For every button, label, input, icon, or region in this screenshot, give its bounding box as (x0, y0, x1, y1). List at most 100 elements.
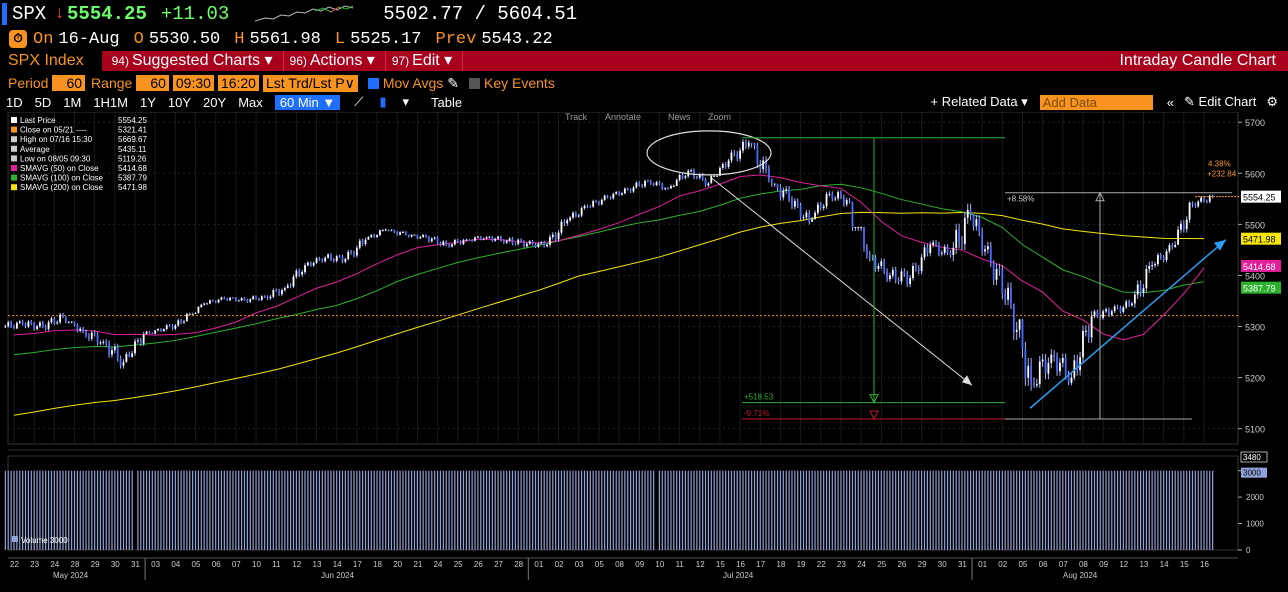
mov-avgs-checkbox[interactable] (367, 77, 379, 89)
candle-body (551, 234, 554, 237)
candle-body (874, 257, 877, 269)
range-input[interactable]: 60 (136, 75, 169, 91)
candle-body (370, 235, 373, 237)
candle-body (1044, 359, 1047, 374)
candle-body (309, 262, 312, 266)
menu-bar: SPX Index 94) Suggested Charts ▾ 96) Actio… (0, 51, 1288, 71)
range-10y[interactable]: 10Y (167, 94, 192, 110)
range-20y[interactable]: 20Y (203, 94, 227, 110)
candle-body (217, 299, 220, 303)
price-chart[interactable]: 5100 5200 5300 5400 5500 5600 5700 Track Annotat… (0, 112, 1288, 592)
candle-body (932, 242, 935, 245)
candle-body (644, 180, 646, 187)
x-tick-label: 06 (212, 560, 221, 569)
candle-body (376, 235, 378, 238)
legend-label: Close on 05/21 ---- (20, 126, 87, 135)
legend-label: SMAVG (50) on Close (20, 164, 99, 173)
candle-body (600, 199, 603, 205)
pencil-icon[interactable]: ✎ (447, 74, 459, 91)
candle-body (33, 323, 36, 329)
candle-body (269, 296, 272, 299)
candle-body (367, 236, 370, 240)
candle-body (122, 362, 125, 366)
key-events-checkbox[interactable] (469, 77, 480, 89)
clock-icon[interactable]: ⏱ (9, 30, 27, 48)
candle-body (670, 186, 672, 189)
candle-body (595, 201, 597, 203)
candle-body (67, 321, 70, 323)
last-trade-dropdown[interactable]: Lst Trd/Lst P∨ (262, 74, 358, 92)
related-data-button[interactable]: + Related Data ▾ (930, 94, 1028, 109)
range-5d[interactable]: 5D (34, 94, 52, 110)
edit-menu[interactable]: 97) Edit ▾ (386, 51, 464, 71)
period-input[interactable]: 60 (52, 75, 86, 91)
range-1y[interactable]: 1Y (140, 94, 156, 110)
time-to-input[interactable]: 16:20 (217, 75, 259, 91)
candle-body (433, 237, 436, 239)
more-dropdown-icon[interactable]: ▾ (402, 94, 410, 109)
line-chart-icon[interactable]: ⟋ (354, 94, 364, 109)
candle-body (50, 318, 53, 323)
candle-body (1004, 293, 1007, 300)
security-field[interactable]: SPX Index (0, 51, 102, 71)
high-label: H (234, 29, 245, 49)
y-tick-label: 5200 (1245, 374, 1265, 384)
candle-body (1007, 287, 1009, 300)
edit-chart-button[interactable]: ✎ Edit Chart (1184, 94, 1257, 109)
on-label: On (33, 29, 54, 49)
interval-dropdown[interactable]: 60 Min ▼ (274, 94, 341, 110)
candle-body (756, 145, 759, 165)
x-tick-label: 07 (232, 560, 241, 569)
candle-body (517, 239, 520, 245)
legend-swatch (11, 184, 17, 191)
net-change: +11.03 (160, 3, 230, 25)
candle-body (413, 234, 416, 236)
measure-arrow (869, 394, 879, 404)
candle-body (661, 183, 664, 189)
price-tag (1241, 281, 1281, 294)
collapse-icon[interactable]: « (1166, 94, 1175, 110)
candle-body (21, 321, 24, 324)
table-button[interactable]: Table (431, 94, 463, 110)
range-1h1m[interactable]: 1H1M (93, 94, 128, 110)
candle-body (396, 232, 399, 235)
candle-body (275, 290, 278, 292)
candle-chart-icon[interactable]: ▮ (379, 94, 387, 109)
highs-circle (646, 130, 772, 176)
candle-body (768, 169, 770, 179)
candle-body (283, 288, 286, 291)
sparkline-icon (255, 5, 354, 22)
candle-body (569, 217, 572, 221)
candle-body (560, 221, 563, 233)
range-1d[interactable]: 1D (6, 94, 23, 110)
ticker: SPX (12, 3, 47, 25)
candle-body (949, 252, 952, 256)
candle-body (430, 238, 433, 242)
time-from-input[interactable]: 09:30 (172, 75, 214, 91)
candle-body (1015, 329, 1018, 332)
candle-body (471, 240, 474, 242)
gear-icon[interactable]: ⚙ (1266, 94, 1278, 109)
candle-body (142, 334, 145, 344)
range-max[interactable]: Max (238, 94, 263, 110)
range-1m[interactable]: 1M (63, 94, 82, 110)
legend-label: SMAVG (200) on Close (20, 183, 104, 192)
candle-body (721, 164, 724, 168)
candle-body (301, 272, 304, 275)
candle-body (358, 240, 361, 248)
candle-body (402, 231, 404, 233)
candle-body (580, 208, 583, 216)
candle-body (249, 299, 252, 302)
candle-body (926, 247, 929, 254)
actions-menu[interactable]: 96) Actions ▾ (284, 51, 386, 71)
suggested-charts-menu[interactable]: 94) Suggested Charts ▾ (106, 51, 284, 71)
candle-body (672, 186, 675, 188)
legend-swatch (11, 155, 17, 162)
candle-body (698, 174, 701, 178)
candle-body (972, 214, 975, 227)
candle-body (514, 243, 517, 245)
candle-body (842, 196, 845, 205)
candle-body (428, 237, 430, 242)
add-data-input[interactable]: Add Data (1039, 94, 1153, 110)
candle-body (707, 183, 710, 186)
